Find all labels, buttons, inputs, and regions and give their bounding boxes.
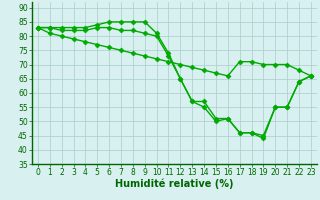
X-axis label: Humidité relative (%): Humidité relative (%) [115,179,234,189]
